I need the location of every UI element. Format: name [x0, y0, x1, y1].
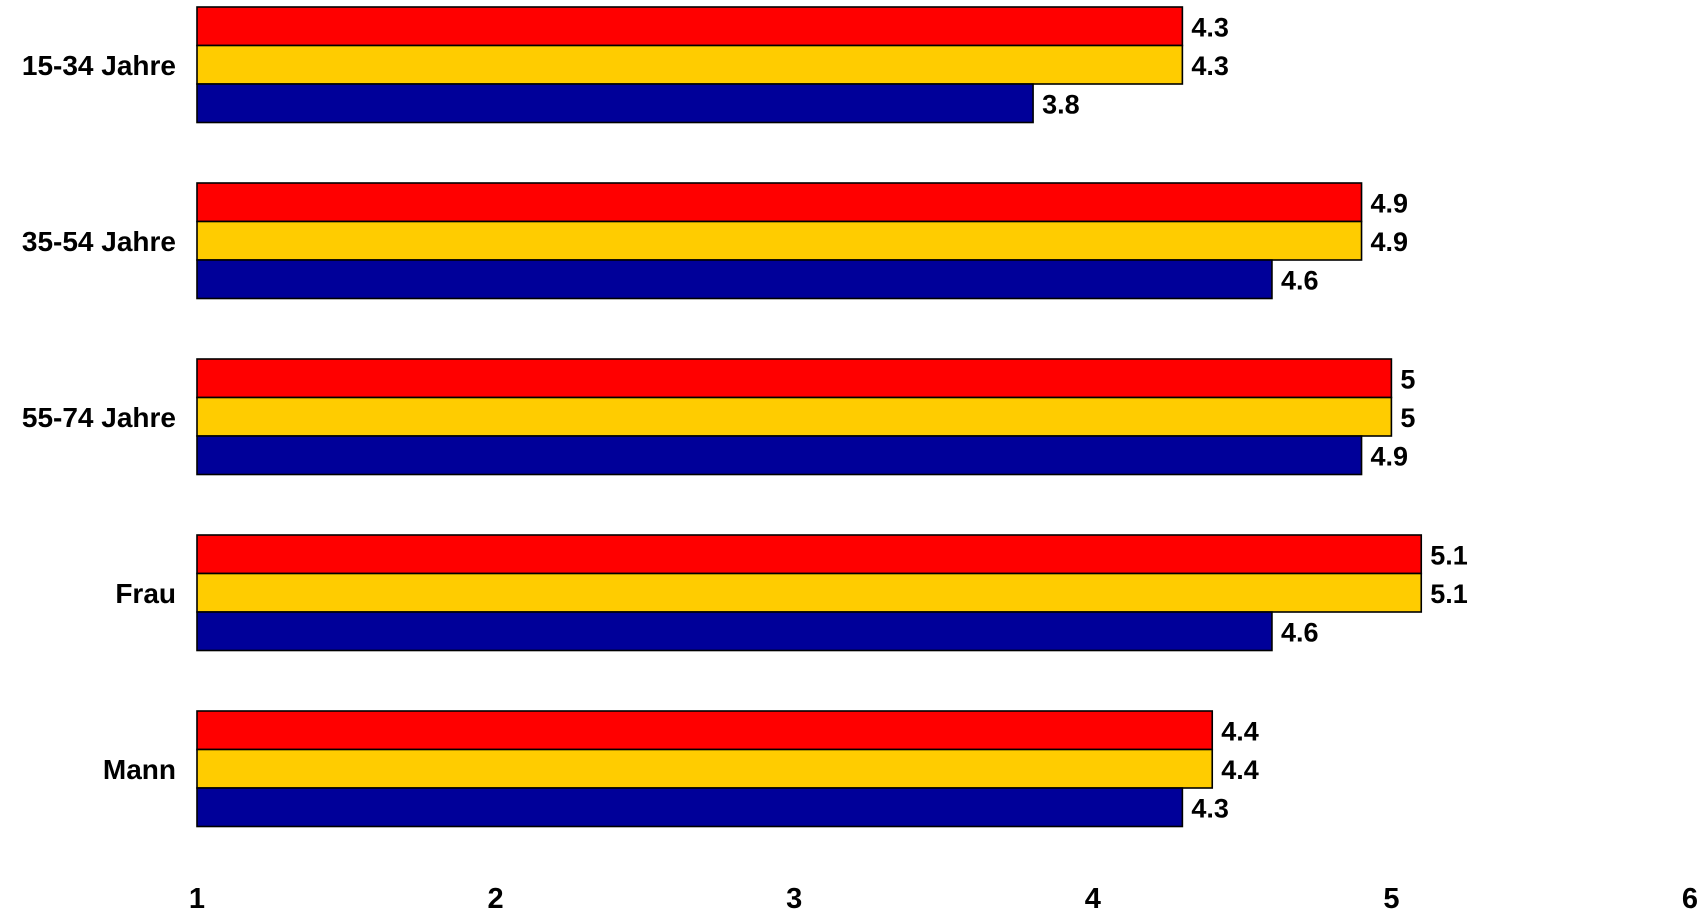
bar-1-1 [196, 220, 1363, 261]
value-label-3-0: 5.1 [1430, 540, 1468, 570]
value-label-2-1: 5 [1400, 403, 1415, 433]
value-label-0-2: 3.8 [1042, 89, 1080, 119]
bars-group [196, 6, 1423, 828]
bar-0-0 [196, 6, 1184, 47]
category-label-2: 55-74 Jahre [22, 402, 176, 433]
bar-0-2 [196, 83, 1034, 124]
value-label-3-1: 5.1 [1430, 579, 1468, 609]
x-tick-label-2: 3 [786, 883, 802, 915]
category-label-0: 15-34 Jahre [22, 50, 176, 81]
value-label-2-2: 4.9 [1371, 441, 1409, 471]
x-axis-tick-labels: 1 2 3 4 5 6 [189, 883, 1697, 915]
value-labels-group: 4.3 4.3 3.8 4.9 4.9 4.6 5 5 4.9 5.1 5.1 4.6 4.4 4.4 4.… [1042, 12, 1468, 823]
value-label-3-2: 4.6 [1281, 617, 1319, 647]
bar-0-1 [196, 44, 1184, 85]
category-label-3: Frau [115, 578, 176, 609]
x-tick-label-4: 5 [1383, 883, 1399, 915]
x-tick-label-3: 4 [1085, 883, 1101, 915]
value-label-1-0: 4.9 [1371, 188, 1409, 218]
value-label-0-0: 4.3 [1191, 12, 1229, 42]
x-tick-label-0: 1 [189, 883, 205, 915]
value-label-1-1: 4.9 [1371, 227, 1409, 257]
value-label-4-0: 4.4 [1221, 716, 1259, 746]
bar-3-1 [196, 572, 1423, 613]
bar-1-2 [196, 259, 1273, 300]
value-label-1-2: 4.6 [1281, 265, 1319, 295]
bar-2-0 [196, 358, 1393, 399]
x-tick-label-1: 2 [488, 883, 504, 915]
bar-1-0 [196, 182, 1363, 223]
bar-2-1 [196, 396, 1393, 437]
bar-3-2 [196, 611, 1273, 652]
value-label-4-1: 4.4 [1221, 755, 1259, 785]
value-label-0-1: 4.3 [1191, 51, 1229, 81]
value-label-2-0: 5 [1400, 364, 1415, 394]
bar-2-2 [196, 435, 1363, 476]
bar-3-0 [196, 534, 1423, 575]
bar-4-1 [196, 748, 1214, 789]
bar-4-0 [196, 710, 1214, 751]
x-tick-label-5: 6 [1682, 883, 1697, 915]
category-labels-group: 15-34 Jahre 35-54 Jahre 55-74 Jahre Frau Man… [22, 50, 176, 785]
category-label-4: Mann [103, 754, 176, 785]
value-label-4-2: 4.3 [1191, 793, 1229, 823]
bar-4-2 [196, 787, 1184, 828]
category-label-1: 35-54 Jahre [22, 226, 176, 257]
